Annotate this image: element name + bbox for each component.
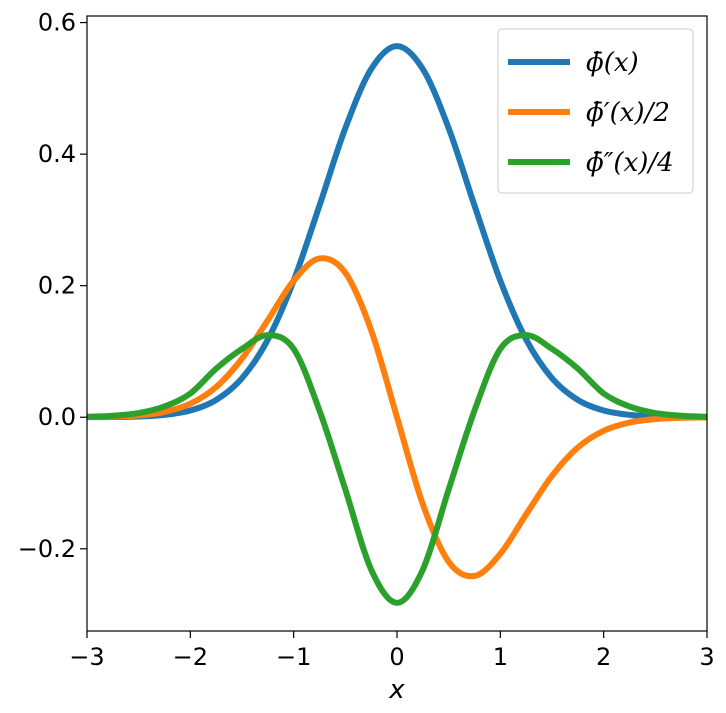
series-line-1 <box>87 43 707 421</box>
y-tick-label: 0.0 <box>38 403 76 431</box>
y-tick-label: 0.2 <box>38 272 76 300</box>
legend: ϕ̄(x) ϕ̄′(x)/2 ϕ̄″(x)/4 <box>497 28 694 194</box>
x-tick-label: 1 <box>493 643 508 671</box>
legend-label-2: ϕ̄′(x)/2 <box>586 98 670 128</box>
x-tick-label: 2 <box>596 643 611 671</box>
plot-area <box>87 43 707 606</box>
x-tick-label: 3 <box>699 643 714 671</box>
x-tick-label: −1 <box>276 643 311 671</box>
legend-label-1: ϕ̄(x) <box>586 48 639 78</box>
series-line-2 <box>87 255 707 580</box>
legend-label-3: ϕ̄″(x)/4 <box>586 148 674 178</box>
y-tick-label: −0.2 <box>18 535 76 563</box>
x-tick-label: −3 <box>69 643 104 671</box>
series-lines <box>87 43 707 606</box>
legend-box <box>497 28 694 194</box>
y-tick-label: 0.4 <box>38 140 76 168</box>
series-line-3 <box>87 332 707 606</box>
y-tick-label: 0.6 <box>38 9 76 37</box>
x-axis-label: x <box>388 675 405 705</box>
axes: −3 −2 −1 0 1 2 3 −0.2 0.0 0.2 0.4 0.6 x <box>18 9 715 705</box>
x-tick-label: 0 <box>389 643 404 671</box>
x-tick-label: −2 <box>173 643 208 671</box>
